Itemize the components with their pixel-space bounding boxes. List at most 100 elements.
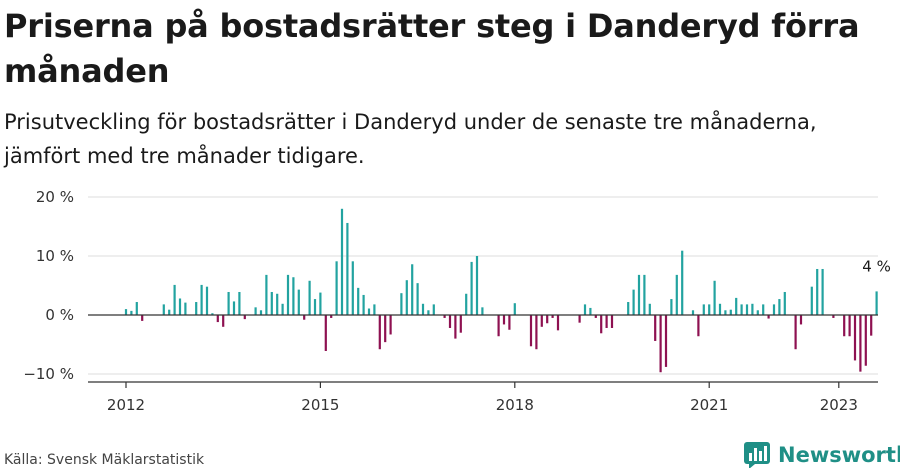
bar — [848, 315, 851, 337]
bar — [691, 310, 695, 315]
bar — [643, 274, 646, 315]
bar — [297, 289, 300, 315]
bar — [529, 315, 533, 347]
brand-name: Newsworthy — [778, 443, 900, 467]
bar — [124, 309, 128, 315]
bar — [459, 315, 462, 333]
bar — [389, 315, 392, 335]
bar — [205, 286, 209, 315]
bar — [675, 274, 678, 315]
bar — [702, 304, 705, 315]
bar — [745, 304, 749, 315]
bar — [335, 261, 338, 315]
bar — [853, 315, 857, 361]
bar — [357, 287, 360, 315]
bar — [713, 280, 716, 315]
bar — [508, 315, 511, 330]
bar — [859, 315, 862, 372]
x-tick-label: 2023 — [820, 396, 858, 414]
bar — [632, 289, 635, 315]
bar — [627, 302, 630, 315]
bar — [535, 315, 538, 350]
bar — [211, 313, 214, 315]
bar-chart: 20 % 10 % 0 % −10 % 2012 2015 2018 2021 2023 4 % — [23, 188, 891, 414]
bar — [600, 315, 603, 334]
bar — [270, 291, 273, 315]
bar — [232, 301, 236, 315]
bar — [637, 274, 641, 315]
bar — [810, 286, 813, 315]
bar — [799, 315, 803, 325]
bar — [735, 297, 738, 315]
bar — [724, 310, 727, 315]
bar — [362, 294, 365, 315]
brand-logo-block[interactable]: Newsworthy — [744, 442, 900, 468]
bar — [556, 315, 560, 331]
bar — [551, 315, 554, 318]
bar — [313, 299, 317, 315]
bar — [697, 315, 700, 337]
bar — [670, 299, 673, 315]
bar — [243, 315, 246, 320]
bar — [583, 304, 587, 315]
bar — [605, 315, 608, 328]
bar — [610, 315, 614, 328]
chart-title: Priserna på bostadsrätter steg i Dandery… — [4, 7, 860, 90]
bar — [864, 315, 867, 366]
bar — [783, 291, 786, 315]
bar — [708, 304, 711, 315]
bar — [470, 261, 473, 315]
bar — [319, 292, 322, 315]
bar — [416, 283, 419, 315]
bar — [816, 268, 819, 315]
bar — [265, 274, 268, 315]
bar — [654, 315, 657, 341]
bar — [178, 298, 182, 315]
bar — [432, 304, 435, 315]
bar — [870, 315, 873, 336]
bar — [367, 308, 371, 315]
bar — [400, 293, 403, 315]
bar — [351, 261, 354, 315]
bar — [254, 307, 257, 315]
x-tick-label: 2015 — [301, 396, 339, 414]
x-tick-label: 2012 — [107, 396, 145, 414]
bar — [594, 315, 597, 318]
bar — [740, 304, 743, 315]
bar — [200, 284, 203, 315]
bar — [340, 208, 344, 315]
bar — [227, 291, 230, 315]
bar — [778, 299, 781, 315]
bar — [767, 315, 770, 319]
bar — [794, 315, 797, 350]
bar — [481, 307, 484, 315]
bar — [405, 280, 408, 315]
bar — [308, 280, 311, 315]
bar — [454, 315, 457, 339]
y-tick-label: 20 % — [36, 188, 74, 206]
bar — [729, 309, 732, 315]
bar — [130, 310, 133, 315]
source-note: Källa: Svensk Mäklarstatistik — [4, 452, 205, 468]
bar — [195, 302, 198, 315]
bar — [216, 315, 219, 323]
bar — [281, 303, 284, 315]
bar — [346, 222, 349, 315]
bar — [427, 310, 430, 315]
bar — [303, 315, 306, 320]
bar — [762, 304, 765, 315]
bar — [330, 315, 333, 318]
bar — [421, 303, 425, 315]
bar — [135, 302, 138, 315]
bar — [659, 315, 662, 373]
bar — [546, 315, 549, 324]
bar — [168, 309, 171, 315]
y-tick-label: 10 % — [36, 247, 74, 265]
x-tick-label: 2018 — [496, 396, 534, 414]
y-tick-label: 0 % — [45, 306, 74, 324]
bar — [497, 315, 500, 337]
latest-value-annotation: 4 % — [862, 257, 891, 275]
bar — [411, 264, 414, 315]
bar — [648, 303, 651, 315]
bar — [276, 293, 279, 315]
